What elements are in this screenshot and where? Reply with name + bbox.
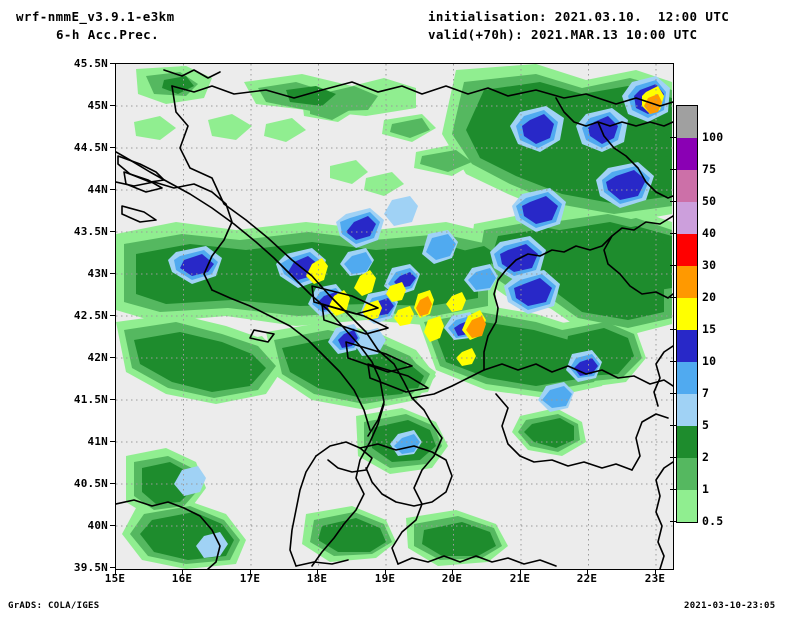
initialisation-time: initialisation: 2021.03.10. 12:00 UTC bbox=[428, 9, 730, 24]
colorbar-swatch-gt100 bbox=[677, 106, 697, 138]
y-tick-mark bbox=[110, 147, 116, 148]
y-tick-label-41N: 41N bbox=[87, 435, 108, 448]
y-tick-mark bbox=[110, 567, 116, 568]
y-tick-label-41.5N: 41.5N bbox=[73, 393, 108, 406]
colorbar-label-20: 20 bbox=[702, 290, 717, 304]
colorbar-swatch-2-5 bbox=[677, 426, 697, 458]
x-tick-mark bbox=[182, 569, 183, 574]
x-tick-mark bbox=[587, 569, 588, 574]
y-tick-label-44.5N: 44.5N bbox=[73, 141, 108, 154]
x-tick-label-19E: 19E bbox=[374, 572, 396, 585]
y-tick-label-40N: 40N bbox=[87, 519, 108, 532]
colorbar-swatch-1-2 bbox=[677, 458, 697, 490]
y-tick-label-39.5N: 39.5N bbox=[73, 561, 108, 574]
field-subtitle: 6-h Acc.Prec. bbox=[56, 27, 160, 42]
colorbar-label-1: 1 bbox=[702, 482, 710, 496]
grads-credit: GrADS: COLA/IGES bbox=[8, 601, 100, 611]
colorbar-swatch-15-20 bbox=[677, 298, 697, 330]
colorbar-swatch-0.5-1 bbox=[677, 490, 697, 522]
colorbar-label-30: 30 bbox=[702, 258, 717, 272]
y-tick-mark bbox=[110, 441, 116, 442]
y-tick-mark bbox=[110, 105, 116, 106]
colorbar-label-0.5: 0.5 bbox=[702, 514, 724, 528]
valid-time: valid(+70h): 2021.MAR.13 10:00 UTC bbox=[428, 27, 698, 42]
colorbar-label-75: 75 bbox=[702, 162, 717, 176]
y-tick-label-43.5N: 43.5N bbox=[73, 225, 108, 238]
x-tick-label-17E: 17E bbox=[239, 572, 261, 585]
map-canvas bbox=[116, 64, 673, 569]
x-tick-label-16E: 16E bbox=[171, 572, 193, 585]
precipitation-map[interactable] bbox=[115, 63, 674, 570]
y-tick-label-44N: 44N bbox=[87, 183, 108, 196]
y-tick-label-45.5N: 45.5N bbox=[73, 57, 108, 70]
model-title: wrf-nmmE_v3.9.1-e3km bbox=[16, 9, 175, 24]
y-tick-mark bbox=[110, 315, 116, 316]
y-tick-mark bbox=[110, 357, 116, 358]
x-tick-mark bbox=[520, 569, 521, 574]
colorbar-swatch-7-10 bbox=[677, 362, 697, 394]
x-tick-label-15E: 15E bbox=[104, 572, 126, 585]
colorbar-swatch-20-30 bbox=[677, 266, 697, 298]
colorbar-label-100: 100 bbox=[702, 130, 724, 144]
y-tick-mark bbox=[110, 273, 116, 274]
y-tick-label-43N: 43N bbox=[87, 267, 108, 280]
colorbar-label-7: 7 bbox=[702, 386, 710, 400]
x-tick-mark bbox=[115, 569, 116, 574]
precipitation-colorbar bbox=[676, 105, 698, 523]
y-tick-mark bbox=[110, 63, 116, 64]
x-tick-label-21E: 21E bbox=[509, 572, 531, 585]
y-tick-label-42.5N: 42.5N bbox=[73, 309, 108, 322]
y-tick-label-45N: 45N bbox=[87, 99, 108, 112]
colorbar-swatch-75-100 bbox=[677, 138, 697, 170]
map-gridlines bbox=[116, 64, 673, 569]
x-tick-label-18E: 18E bbox=[306, 572, 328, 585]
country-borders bbox=[116, 69, 673, 569]
x-tick-label-23E: 23E bbox=[644, 572, 666, 585]
colorbar-swatch-30-40 bbox=[677, 234, 697, 266]
colorbar-label-10: 10 bbox=[702, 354, 717, 368]
y-tick-label-40.5N: 40.5N bbox=[73, 477, 108, 490]
y-tick-mark bbox=[110, 525, 116, 526]
x-tick-label-22E: 22E bbox=[576, 572, 598, 585]
colorbar-label-50: 50 bbox=[702, 194, 717, 208]
x-tick-mark bbox=[452, 569, 453, 574]
y-tick-mark bbox=[110, 399, 116, 400]
x-tick-mark bbox=[250, 569, 251, 574]
x-tick-label-20E: 20E bbox=[441, 572, 463, 585]
colorbar-swatch-5-7 bbox=[677, 394, 697, 426]
x-tick-mark bbox=[317, 569, 318, 574]
colorbar-label-5: 5 bbox=[702, 418, 710, 432]
y-tick-label-42N: 42N bbox=[87, 351, 108, 364]
colorbar-swatch-50-75 bbox=[677, 170, 697, 202]
colorbar-label-40: 40 bbox=[702, 226, 717, 240]
y-tick-mark bbox=[110, 231, 116, 232]
colorbar-swatch-40-50 bbox=[677, 202, 697, 234]
x-tick-mark bbox=[385, 569, 386, 574]
colorbar-label-2: 2 bbox=[702, 450, 710, 464]
y-tick-mark bbox=[110, 189, 116, 190]
colorbar-label-15: 15 bbox=[702, 322, 717, 336]
x-tick-mark bbox=[655, 569, 656, 574]
render-timestamp: 2021-03-10-23:05 bbox=[684, 601, 776, 611]
colorbar-swatch-10-15 bbox=[677, 330, 697, 362]
y-tick-mark bbox=[110, 483, 116, 484]
